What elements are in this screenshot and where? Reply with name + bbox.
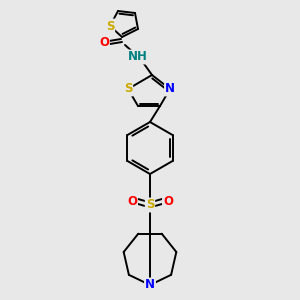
Text: S: S [146,199,154,212]
Text: O: O [163,195,173,208]
Text: N: N [145,278,155,292]
Text: O: O [127,195,137,208]
Text: S: S [124,82,132,95]
Text: S: S [106,20,114,32]
Text: N: N [165,82,175,95]
Text: NH: NH [128,50,148,64]
Text: O: O [99,36,109,49]
